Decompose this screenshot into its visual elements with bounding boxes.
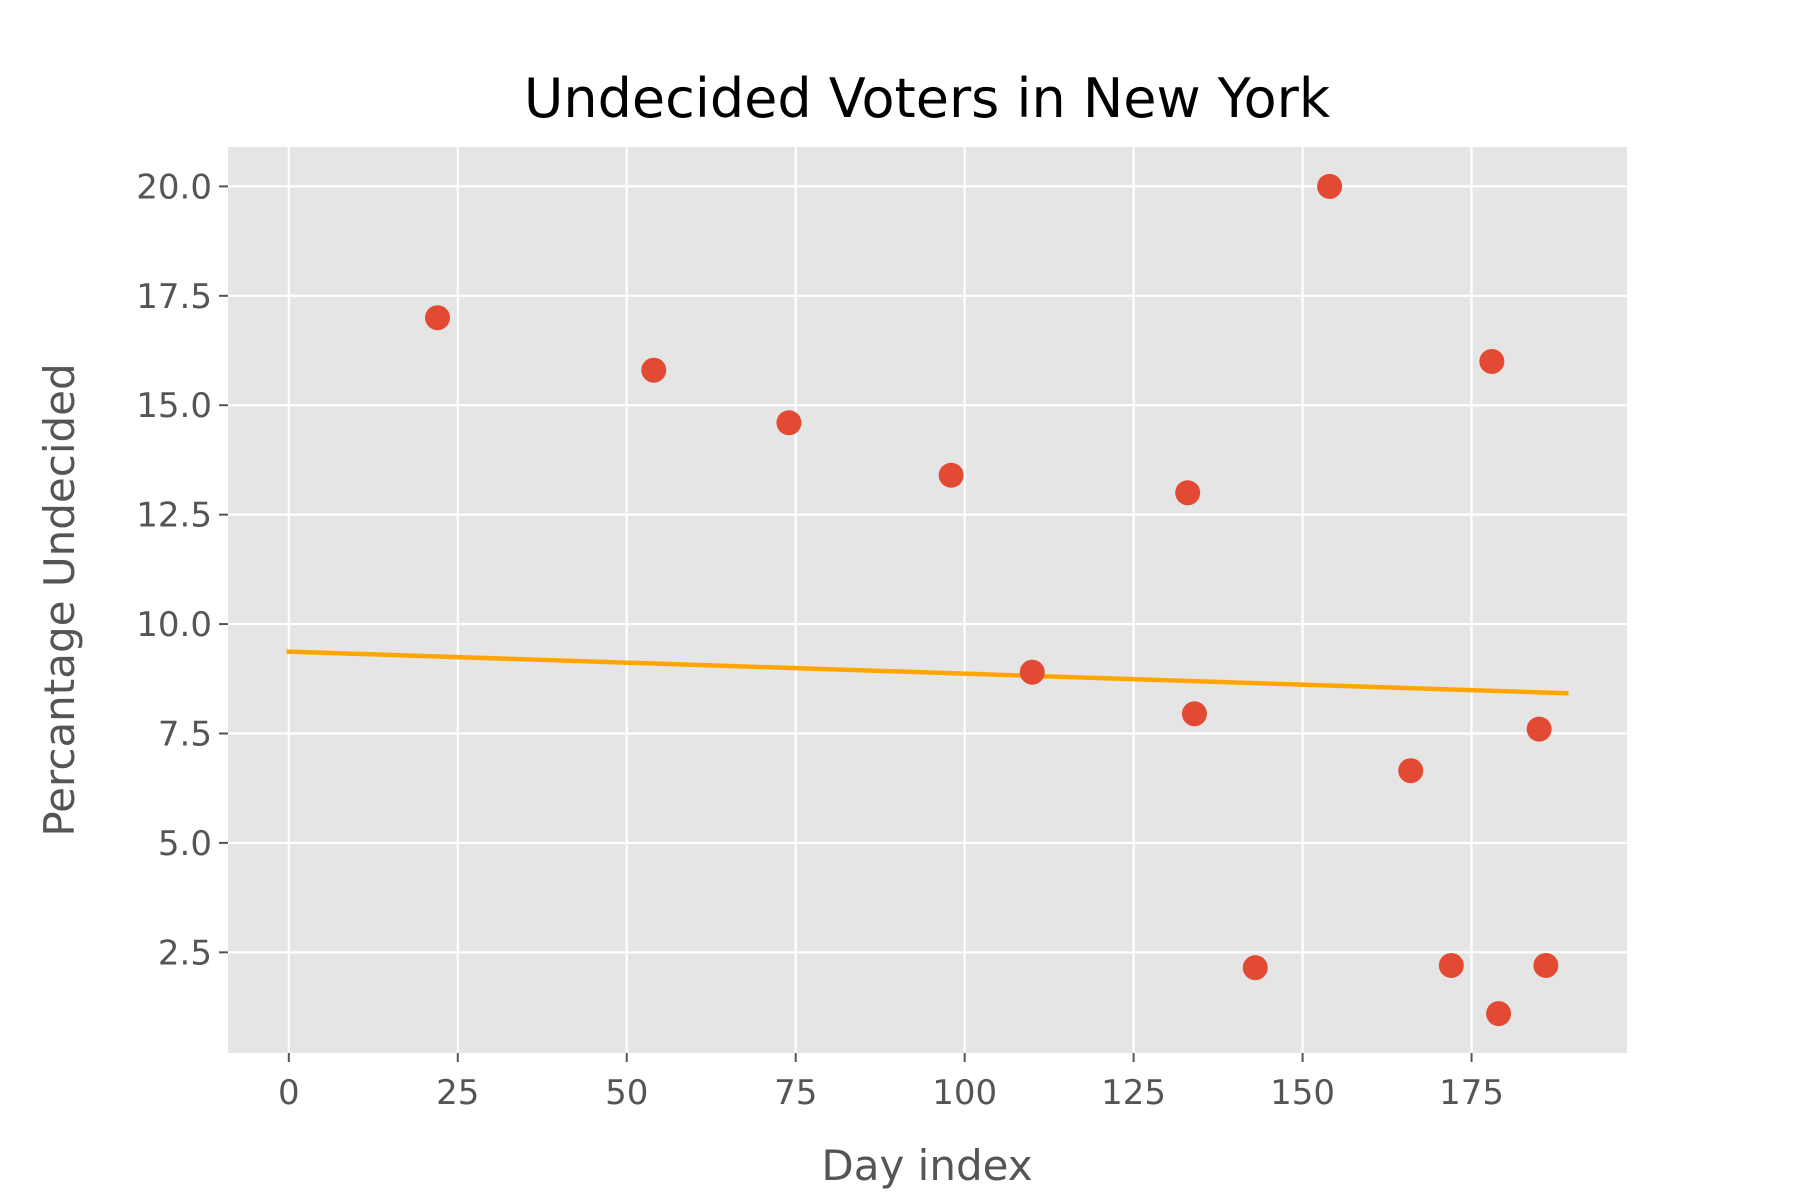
data-point (1019, 659, 1045, 685)
data-point (1242, 955, 1268, 981)
x-tick-label: 175 (1439, 1073, 1504, 1113)
x-tick-label: 0 (278, 1073, 300, 1113)
data-point (1438, 952, 1464, 978)
y-axis-ticks: 2.5 5.0 7.5 10.0 12.5 15.0 17.5 20.0 (136, 167, 228, 973)
data-point (776, 410, 802, 436)
data-point (425, 305, 451, 331)
y-tick-label: 12.5 (136, 496, 212, 536)
x-tick-label: 125 (1101, 1073, 1166, 1113)
x-tick-label: 50 (605, 1073, 648, 1113)
x-tick-label: 25 (436, 1073, 479, 1113)
data-point (1526, 716, 1552, 742)
data-point (1181, 701, 1207, 727)
y-tick-label: 7.5 (158, 714, 212, 754)
x-tick-label: 150 (1270, 1073, 1335, 1113)
y-tick-label: 20.0 (136, 167, 212, 207)
data-point (1486, 1001, 1512, 1027)
x-axis-ticks: 0 25 50 75 100 125 150 175 (278, 1053, 1504, 1113)
data-point (938, 462, 964, 488)
data-points (425, 173, 1559, 1027)
data-point (1479, 348, 1505, 374)
y-tick-label: 5.0 (158, 824, 212, 864)
grid-lines (228, 147, 1627, 1053)
data-point (1533, 952, 1559, 978)
y-axis-label: Percantage Undecided (35, 363, 84, 836)
data-point (641, 357, 667, 383)
data-point (1175, 480, 1201, 506)
y-tick-label: 10.0 (136, 605, 212, 645)
y-tick-label: 2.5 (158, 933, 212, 973)
x-axis-label: Day index (821, 1141, 1032, 1190)
y-tick-label: 15.0 (136, 386, 212, 426)
plot-background (228, 147, 1627, 1053)
y-tick-label: 17.5 (136, 277, 212, 317)
x-tick-label: 75 (774, 1073, 817, 1113)
chart-title: Undecided Voters in New York (524, 67, 1331, 130)
trendline-layer (286, 649, 1569, 696)
data-point (1398, 758, 1424, 784)
x-tick-label: 100 (932, 1073, 997, 1113)
trendline (286, 649, 1569, 696)
data-point (1317, 173, 1343, 199)
